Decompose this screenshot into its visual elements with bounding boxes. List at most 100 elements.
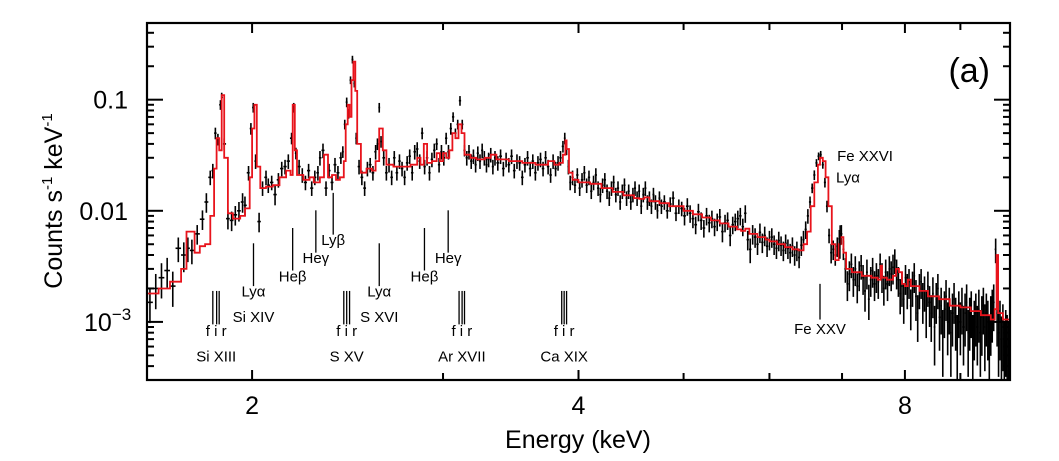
data-point <box>612 175 615 191</box>
data-point <box>428 166 431 181</box>
data-point <box>652 187 655 203</box>
data-point <box>736 210 740 229</box>
data-point <box>964 293 966 347</box>
data-point <box>487 152 490 168</box>
data-point <box>665 204 669 219</box>
data-point <box>902 282 905 324</box>
data-point <box>164 257 170 288</box>
data-point <box>573 178 577 194</box>
data-point <box>333 157 337 173</box>
data-point <box>968 297 971 351</box>
annotation-fe26-lya: Fe XXVI Lyα <box>836 148 893 259</box>
data-point <box>420 127 424 140</box>
data-point <box>858 261 861 292</box>
data-point <box>465 151 468 166</box>
data-point <box>973 300 976 361</box>
line-label: Si XIV <box>233 309 275 326</box>
data-point <box>181 242 186 273</box>
data-point <box>941 309 944 377</box>
line-label: Lyα <box>242 283 266 300</box>
line-label: Fe XXV <box>794 321 846 338</box>
y-tick-label: 0.01 <box>79 198 128 226</box>
data-point <box>811 183 814 194</box>
data-point <box>310 181 314 196</box>
line-label: Fe XXVI <box>837 148 893 165</box>
line-label: Lyα <box>367 283 391 300</box>
data-point <box>721 222 724 243</box>
data-point <box>772 235 776 256</box>
data-point <box>925 291 928 339</box>
data-point <box>884 259 887 290</box>
data-point <box>378 102 381 113</box>
data-point <box>813 170 816 181</box>
data-point <box>345 97 348 108</box>
data-point <box>283 159 287 175</box>
data-point <box>753 228 757 248</box>
data-point <box>518 156 521 171</box>
data-point <box>351 55 354 64</box>
data-point <box>913 263 916 294</box>
data-point <box>273 185 277 206</box>
data-point <box>795 241 798 262</box>
data-point <box>286 154 290 169</box>
data-point <box>702 220 706 238</box>
data-point <box>307 163 311 179</box>
line-label: Si XIII <box>196 349 236 366</box>
data-point <box>240 193 244 213</box>
data-point <box>405 156 409 171</box>
data-point <box>616 181 620 196</box>
data-point <box>899 279 902 315</box>
data-point <box>970 291 973 339</box>
data-point <box>644 181 647 196</box>
data-point <box>856 273 859 304</box>
data-point <box>549 168 552 183</box>
data-point <box>948 287 951 335</box>
data-point <box>923 276 926 312</box>
data-point <box>660 199 663 215</box>
data-point <box>408 149 411 165</box>
data-point <box>382 151 386 166</box>
data-point <box>930 295 933 342</box>
data-point <box>893 249 896 274</box>
data-point <box>815 159 818 167</box>
data-point <box>204 193 209 213</box>
data-point <box>850 253 853 279</box>
data-point <box>246 166 250 181</box>
data-point <box>341 146 344 158</box>
data-point <box>940 287 942 335</box>
data-point <box>269 175 274 191</box>
data-point <box>580 173 584 188</box>
data-point <box>741 218 745 237</box>
y-tick-label: 0.1 <box>93 87 128 115</box>
y-axis-title: Counts s-1 keV-1 <box>39 113 68 288</box>
data-point <box>697 203 700 222</box>
data-point <box>728 226 732 247</box>
data-point <box>640 199 643 215</box>
data-point <box>264 170 268 186</box>
data-point <box>627 184 630 200</box>
data-point <box>374 144 377 160</box>
data-point <box>987 300 989 361</box>
annotation-ar17: f i r Ar XVII <box>438 290 486 366</box>
annotation-fe25: Fe XXV <box>794 283 846 338</box>
y-tick-label: 10−3 <box>84 305 131 337</box>
data-point <box>967 309 969 377</box>
data-point <box>257 212 261 233</box>
data-point <box>410 166 414 181</box>
data-point <box>531 154 535 169</box>
data-point <box>864 276 866 312</box>
data-point <box>400 161 404 177</box>
data-point <box>623 178 626 194</box>
data-point <box>680 201 684 217</box>
data-point <box>937 273 939 310</box>
data-point <box>336 166 340 181</box>
data-point <box>430 152 434 168</box>
data-point <box>654 195 657 210</box>
data-point <box>594 168 597 183</box>
annotation-s16-lya: Lyα S XVI <box>360 243 398 326</box>
data-point <box>544 151 547 166</box>
data-point <box>608 191 611 206</box>
data-point <box>585 178 588 194</box>
data-point <box>395 166 399 181</box>
